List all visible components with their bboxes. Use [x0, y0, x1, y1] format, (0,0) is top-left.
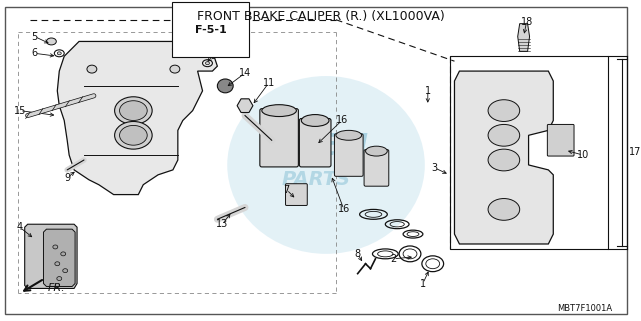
- Text: MBT7F1001A: MBT7F1001A: [558, 304, 613, 313]
- Text: 11: 11: [263, 78, 275, 88]
- Polygon shape: [25, 224, 77, 289]
- Text: 7: 7: [283, 185, 290, 195]
- Ellipse shape: [365, 146, 387, 156]
- Text: 13: 13: [216, 219, 228, 229]
- Ellipse shape: [63, 269, 68, 273]
- Ellipse shape: [61, 252, 65, 256]
- Ellipse shape: [488, 198, 520, 220]
- Polygon shape: [57, 41, 217, 195]
- Ellipse shape: [488, 125, 520, 146]
- Text: 14: 14: [239, 68, 251, 78]
- Ellipse shape: [190, 48, 201, 55]
- Text: 1: 1: [420, 279, 426, 289]
- Text: PARTS: PARTS: [281, 170, 351, 189]
- Polygon shape: [518, 24, 529, 51]
- Ellipse shape: [488, 149, 520, 171]
- Ellipse shape: [170, 65, 180, 73]
- Text: 16: 16: [336, 116, 348, 126]
- Text: 15: 15: [13, 106, 26, 116]
- Polygon shape: [237, 99, 253, 113]
- Ellipse shape: [53, 245, 58, 249]
- Ellipse shape: [301, 115, 329, 126]
- Text: FRONT BRAKE CALIPER (R.) (XL1000VA): FRONT BRAKE CALIPER (R.) (XL1000VA): [197, 10, 444, 22]
- Ellipse shape: [55, 262, 60, 266]
- Ellipse shape: [115, 121, 152, 149]
- Ellipse shape: [206, 62, 210, 65]
- Text: F-5-1: F-5-1: [195, 25, 226, 35]
- Text: 4: 4: [17, 222, 23, 232]
- FancyBboxPatch shape: [364, 150, 389, 186]
- Ellipse shape: [87, 65, 97, 73]
- Ellipse shape: [46, 38, 56, 45]
- Ellipse shape: [120, 126, 147, 145]
- FancyBboxPatch shape: [299, 118, 331, 167]
- Ellipse shape: [488, 100, 520, 121]
- Ellipse shape: [336, 130, 362, 140]
- Polygon shape: [454, 71, 553, 244]
- Text: 18: 18: [520, 17, 533, 27]
- Text: 5: 5: [212, 31, 219, 41]
- Text: 1: 1: [425, 86, 431, 96]
- Ellipse shape: [115, 97, 152, 125]
- Text: 8: 8: [354, 249, 361, 259]
- Text: 17: 17: [629, 147, 641, 157]
- Text: 9: 9: [64, 173, 71, 183]
- Text: 5: 5: [31, 31, 38, 41]
- FancyBboxPatch shape: [260, 108, 298, 167]
- Text: 6: 6: [31, 48, 38, 58]
- Ellipse shape: [120, 101, 147, 120]
- Text: 6: 6: [210, 51, 215, 61]
- Text: 2: 2: [390, 254, 396, 264]
- Ellipse shape: [228, 76, 425, 254]
- Text: 3: 3: [431, 163, 438, 173]
- Ellipse shape: [57, 277, 62, 281]
- Polygon shape: [44, 229, 75, 286]
- Text: 10: 10: [577, 150, 589, 160]
- Text: 16: 16: [338, 204, 350, 214]
- Ellipse shape: [217, 79, 233, 93]
- FancyBboxPatch shape: [285, 184, 307, 205]
- Text: OEM: OEM: [292, 132, 369, 161]
- FancyBboxPatch shape: [547, 125, 574, 156]
- Text: FR.: FR.: [47, 283, 65, 293]
- Ellipse shape: [262, 105, 296, 117]
- FancyBboxPatch shape: [335, 134, 363, 176]
- Ellipse shape: [57, 52, 62, 55]
